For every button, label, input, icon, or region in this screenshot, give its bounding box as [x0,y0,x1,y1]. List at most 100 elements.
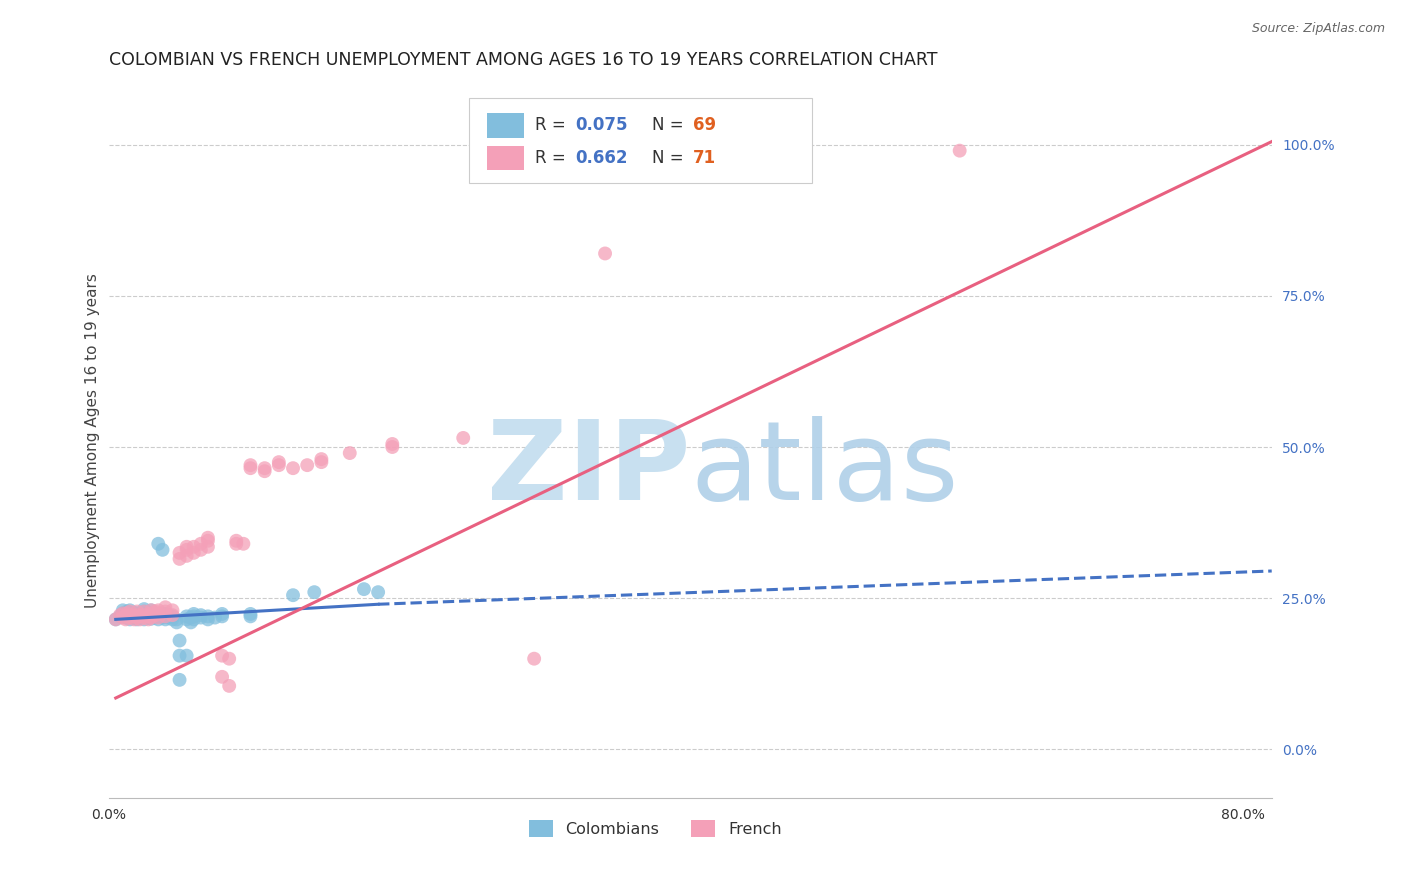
Point [132,609,155,624]
Text: N =: N = [652,149,689,167]
Point [197,609,219,624]
Point [211,648,233,663]
Point [253,461,276,475]
Point [114,608,136,623]
Point [523,651,546,665]
Point [141,607,163,621]
Point [190,608,212,623]
Point [132,605,155,619]
Point [128,610,150,624]
Point [125,609,148,624]
Point [138,610,160,624]
Point [128,612,150,626]
Point [180,615,202,630]
Point [155,612,177,626]
FancyBboxPatch shape [470,98,813,183]
Text: 0.075: 0.075 [575,116,627,134]
Legend: Colombians, French: Colombians, French [523,814,789,843]
Point [128,609,150,624]
Point [166,615,188,630]
Point [281,588,304,602]
Point [138,612,160,626]
Point [118,609,141,624]
Point [176,609,198,624]
Point [239,458,262,472]
Point [148,610,170,624]
Point [148,612,170,626]
Point [176,648,198,663]
Point [176,542,198,557]
Point [145,605,167,619]
Point [162,609,184,624]
Point [122,608,145,623]
Point [118,607,141,621]
Point [295,458,318,472]
Point [111,610,134,624]
Point [304,585,326,599]
Point [190,610,212,624]
Point [166,612,188,626]
Point [132,612,155,626]
Point [218,651,240,665]
Point [118,612,141,626]
Point [111,603,134,617]
Point [197,612,219,626]
Point [239,607,262,621]
Point [183,612,205,626]
Point [125,610,148,624]
Point [115,607,138,621]
Point [114,609,136,624]
Point [152,542,174,557]
Point [125,608,148,623]
Point [118,608,141,623]
Point [141,603,163,617]
Point [162,612,184,626]
Point [381,440,404,454]
Point [197,531,219,545]
Y-axis label: Unemployment Among Ages 16 to 19 years: Unemployment Among Ages 16 to 19 years [86,274,100,608]
Text: Source: ZipAtlas.com: Source: ZipAtlas.com [1251,22,1385,36]
Point [111,607,134,621]
Point [169,552,191,566]
Point [132,602,155,616]
Point [122,609,145,624]
Point [138,608,160,623]
Point [138,606,160,620]
Point [111,607,134,621]
Point [148,609,170,624]
Point [155,607,177,621]
Point [108,609,131,624]
Point [115,605,138,619]
Point [138,609,160,624]
Point [211,670,233,684]
Bar [486,113,524,137]
Text: ZIP: ZIP [486,416,690,523]
Point [267,455,290,469]
Point [949,144,972,158]
Point [148,607,170,621]
Point [155,609,177,624]
Point [281,461,304,475]
Point [211,609,233,624]
Point [155,600,177,615]
Point [267,458,290,472]
Point [169,546,191,560]
Point [114,612,136,626]
Point [122,610,145,624]
Text: atlas: atlas [690,416,959,523]
Point [148,603,170,617]
Point [190,537,212,551]
Point [155,605,177,619]
Point [125,605,148,619]
Point [183,540,205,554]
Point [148,537,170,551]
Point [132,605,155,619]
Bar [486,146,524,170]
Point [145,608,167,623]
Point [141,603,163,617]
Point [381,437,404,451]
Point [176,612,198,626]
Point [211,607,233,621]
Point [451,431,474,445]
Point [169,673,191,687]
